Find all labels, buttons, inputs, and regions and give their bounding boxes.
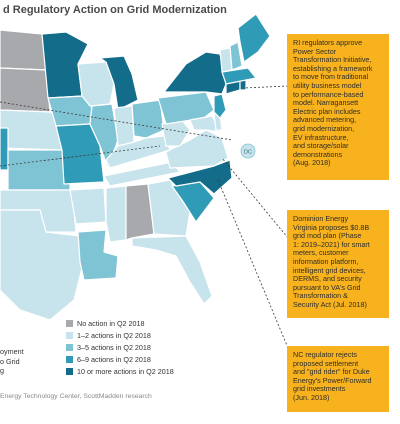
dc-marker[interactable] — [240, 143, 256, 159]
legend-swatch — [66, 343, 73, 351]
state-al[interactable] — [125, 183, 155, 241]
state-la[interactable] — [77, 229, 119, 281]
legend-label: 10 or more actions in Q2 2018 — [77, 366, 174, 376]
source-note: Energy Technology Center, ScottMadden re… — [0, 393, 152, 400]
state-co-edge[interactable] — [0, 127, 9, 171]
state-ny[interactable] — [163, 51, 227, 95]
leader-line-ri — [243, 85, 289, 89]
legend-item-10-plus: 10 or more actions in Q2 2018 — [66, 365, 174, 377]
state-fl[interactable] — [131, 235, 213, 305]
state-tn[interactable] — [103, 161, 181, 187]
map-title: d Regulatory Action on Grid Modernizatio… — [3, 4, 227, 16]
state-tx[interactable] — [0, 209, 83, 321]
side-text-fragment: oyment o Grid g — [0, 347, 24, 375]
state-mi[interactable] — [99, 55, 139, 111]
legend-item-no-action: No action in Q2 2018 — [66, 317, 174, 329]
callout-ri: RI regulators approve Power Sector Trans… — [287, 34, 389, 180]
legend-label: No action in Q2 2018 — [77, 318, 145, 328]
state-ma[interactable] — [221, 67, 257, 85]
legend-item-6-9: 6–9 actions in Q2 2018 — [66, 353, 174, 365]
state-ar[interactable] — [69, 187, 107, 225]
callout-nc-text: NC regulator rejects proposed settlement… — [293, 350, 372, 402]
state-pa[interactable] — [157, 91, 215, 125]
state-in[interactable] — [113, 105, 135, 147]
state-me[interactable] — [237, 13, 271, 63]
legend-swatch — [66, 367, 73, 375]
state-ks[interactable] — [7, 149, 71, 191]
legend-label: 6–9 actions in Q2 2018 — [77, 354, 151, 364]
leader-line-ri-west — [0, 101, 233, 141]
state-ms[interactable] — [105, 185, 127, 243]
leader-line-nc — [217, 179, 289, 349]
state-sd[interactable] — [0, 67, 51, 113]
callout-va: Dominion Energy Virginia proposes $0.8B … — [287, 210, 389, 318]
callout-nc: NC regulator rejects proposed settlement… — [287, 346, 389, 412]
legend-swatch — [66, 319, 73, 327]
map-legend: No action in Q2 2018 1–2 actions in Q2 2… — [66, 317, 174, 377]
state-ga[interactable] — [147, 179, 191, 237]
state-oh[interactable] — [131, 99, 165, 139]
leader-line-va-west — [0, 145, 161, 167]
legend-swatch — [66, 331, 73, 339]
state-nh[interactable] — [229, 41, 243, 71]
leader-line-va — [221, 157, 289, 239]
legend-label: 3–5 actions in Q2 2018 — [77, 342, 151, 352]
state-nj[interactable] — [213, 93, 227, 119]
callout-ri-text: RI regulators approve Power Sector Trans… — [293, 38, 373, 168]
legend-item-3-5: 3–5 actions in Q2 2018 — [66, 341, 174, 353]
dc-label: DC — [244, 150, 252, 156]
state-md[interactable] — [189, 115, 221, 133]
legend-item-1-2: 1–2 actions in Q2 2018 — [66, 329, 174, 341]
legend-swatch — [66, 355, 73, 363]
legend-label: 1–2 actions in Q2 2018 — [77, 330, 151, 340]
state-va[interactable] — [165, 129, 229, 169]
state-nd[interactable] — [0, 29, 47, 71]
state-ky[interactable] — [105, 135, 171, 169]
callout-va-text: Dominion Energy Virginia proposes $0.8B … — [293, 214, 370, 309]
